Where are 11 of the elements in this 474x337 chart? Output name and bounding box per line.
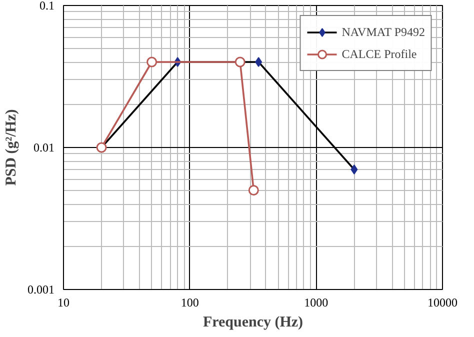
legend-label: NAVMAT P9492 <box>342 24 425 40</box>
x-tick-label: 1000 <box>304 296 328 310</box>
y-tick-label: 0.001 <box>28 282 54 296</box>
x-tick-label: 100 <box>180 296 199 310</box>
y-tick-label: 0.01 <box>34 140 54 154</box>
legend-label: CALCE Profile <box>342 46 417 62</box>
x-tick-label: 10 <box>58 296 70 310</box>
x-tick-label: 10000 <box>428 296 458 310</box>
y-tick-label: 0.1 <box>40 0 54 12</box>
y-axis-title: PSD (g²/Hz) <box>4 109 20 186</box>
x-axis-title: Frequency (Hz) <box>202 314 304 330</box>
